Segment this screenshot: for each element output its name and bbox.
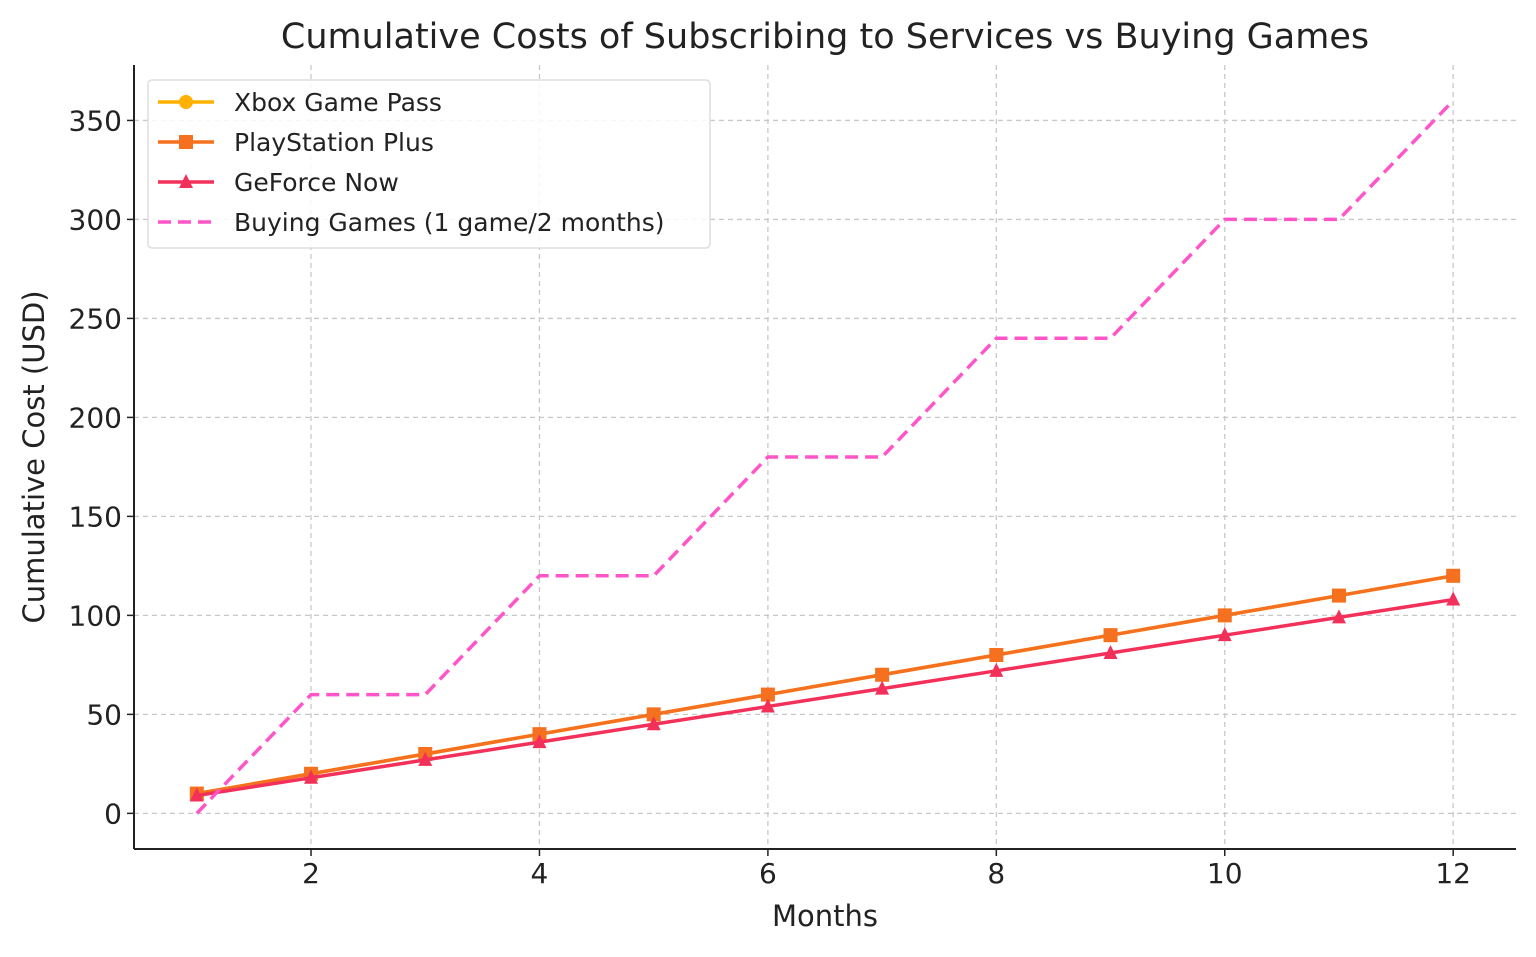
y-tick-label: 200 xyxy=(69,401,122,434)
x-tick-label: 12 xyxy=(1435,857,1471,890)
y-tick-label: 50 xyxy=(86,698,122,731)
y-tick-label: 250 xyxy=(69,302,122,335)
data-point xyxy=(760,687,775,702)
data-point xyxy=(1331,609,1346,624)
legend-label: GeForce Now xyxy=(234,168,399,197)
data-point xyxy=(1217,608,1232,623)
data-point xyxy=(989,662,1004,677)
data-point xyxy=(304,769,319,784)
y-tick-label: 350 xyxy=(69,104,122,137)
legend-marker xyxy=(179,135,193,149)
data-point xyxy=(646,716,661,731)
x-axis-label: Months xyxy=(772,899,878,933)
x-tick-label: 8 xyxy=(987,857,1005,890)
series-layer xyxy=(189,99,1461,815)
data-point xyxy=(1103,645,1118,659)
x-tick-label: 6 xyxy=(759,857,777,890)
series-geforce-now xyxy=(189,591,1461,802)
data-point xyxy=(875,667,890,682)
axes: 2 4 6 8 10 12 0 50 100 150 200 250 300 350 xyxy=(69,65,1516,890)
data-point xyxy=(532,734,547,749)
y-tick-label: 150 xyxy=(69,500,122,533)
y-tick-label: 300 xyxy=(69,203,122,236)
y-tick-label: 100 xyxy=(69,599,122,632)
legend-box xyxy=(147,79,711,249)
legend-marker xyxy=(179,95,193,109)
y-tick-label: 0 xyxy=(104,797,122,830)
data-point xyxy=(989,647,1004,662)
data-point xyxy=(1331,588,1346,603)
legend-label: PlayStation Plus xyxy=(234,128,434,157)
legend-label: Buying Games (1 game/2 months) xyxy=(234,208,665,237)
data-point xyxy=(646,707,661,722)
y-axis-label: Cumulative Cost (USD) xyxy=(17,290,51,623)
data-point xyxy=(875,680,890,695)
data-point xyxy=(189,787,204,802)
data-point xyxy=(418,751,433,766)
data-point xyxy=(1446,568,1461,583)
data-point xyxy=(760,698,775,713)
legend: Xbox Game Pass PlayStation Plus GeForce No… xyxy=(147,79,711,249)
series-line xyxy=(196,597,1454,798)
data-point xyxy=(1103,628,1118,643)
chart-title: Cumulative Costs of Subscribing to Servi… xyxy=(281,17,1369,57)
data-point xyxy=(1446,591,1461,606)
legend-label: Xbox Game Pass xyxy=(234,88,442,117)
x-tick-label: 10 xyxy=(1207,857,1243,890)
series-line xyxy=(196,574,1454,796)
x-tick-label: 2 xyxy=(302,857,320,890)
x-tick-label: 4 xyxy=(531,857,549,890)
legend-marker xyxy=(179,174,193,188)
data-point xyxy=(1217,627,1232,642)
